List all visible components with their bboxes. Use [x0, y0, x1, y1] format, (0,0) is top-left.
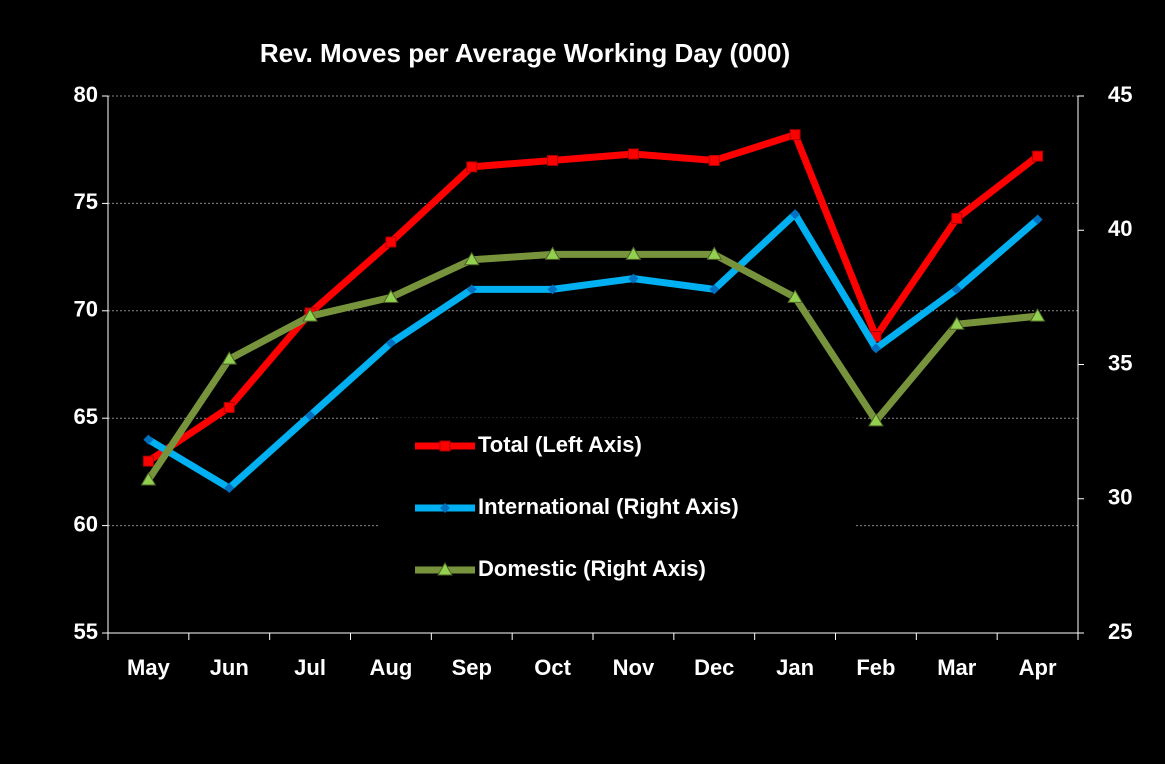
y-tick-label: 60: [74, 511, 98, 536]
x-tick-label: Jul: [294, 655, 326, 680]
y-tick-label: 55: [74, 619, 98, 644]
x-tick-label: Dec: [694, 655, 734, 680]
chart-title: Rev. Moves per Average Working Day (000): [260, 38, 790, 68]
marker: [625, 246, 642, 260]
marker: [143, 434, 154, 445]
y-tick-label: 80: [74, 82, 98, 107]
legend-label: International (Right Axis): [478, 494, 739, 519]
y2-tick-label: 40: [1108, 216, 1132, 241]
series-line: [146, 210, 1040, 492]
marker: [1032, 214, 1043, 225]
marker: [544, 246, 561, 260]
y-tick-label: 70: [74, 297, 98, 322]
marker: [140, 471, 157, 486]
y2-tick-label: 35: [1108, 350, 1132, 375]
series-line: [145, 250, 1038, 482]
x-tick-label: Nov: [613, 655, 655, 680]
x-tick-label: Sep: [452, 655, 492, 680]
x-tick-label: Apr: [1019, 655, 1057, 680]
marker: [627, 148, 639, 160]
marker: [547, 284, 558, 295]
marker: [466, 161, 478, 173]
marker: [440, 503, 450, 513]
y-tick-label: 65: [74, 404, 98, 429]
marker: [302, 308, 318, 322]
marker: [706, 246, 723, 260]
marker: [870, 343, 881, 354]
marker: [385, 338, 396, 349]
marker: [385, 236, 397, 248]
x-tick-label: Jun: [210, 655, 249, 680]
marker: [951, 284, 962, 295]
marker: [224, 483, 235, 494]
x-tick-label: Mar: [937, 655, 977, 680]
x-tick-label: Feb: [856, 655, 895, 680]
marker: [628, 273, 639, 284]
marker: [790, 209, 801, 220]
marker: [439, 440, 451, 452]
marker: [789, 129, 801, 141]
legend-label: Total (Left Axis): [478, 432, 642, 457]
marker: [547, 154, 559, 166]
marker: [948, 316, 965, 330]
y2-tick-label: 45: [1108, 82, 1132, 107]
legend: Total (Left Axis) International (Right Ax…: [380, 418, 856, 590]
y2-tick-label: 30: [1108, 485, 1132, 510]
x-tick-label: May: [127, 655, 171, 680]
marker: [709, 284, 720, 295]
marker: [708, 154, 720, 166]
marker: [951, 212, 963, 224]
marker: [383, 289, 399, 303]
marker: [868, 412, 884, 427]
marker: [142, 455, 154, 467]
y2-tick-label: 25: [1108, 619, 1132, 644]
marker: [1029, 308, 1046, 322]
marker: [437, 562, 453, 576]
marker: [466, 284, 477, 295]
marker: [305, 410, 316, 421]
y-tick-label: 75: [74, 189, 98, 214]
x-tick-label: Oct: [534, 655, 571, 680]
marker: [223, 401, 235, 413]
x-tick-label: Aug: [370, 655, 413, 680]
x-tick-label: Jan: [776, 655, 814, 680]
marker: [787, 289, 803, 303]
marker: [463, 251, 480, 266]
series-line: [146, 131, 1040, 465]
marker: [1032, 150, 1044, 162]
legend-label: Domestic (Right Axis): [478, 556, 706, 581]
marker: [221, 351, 238, 365]
